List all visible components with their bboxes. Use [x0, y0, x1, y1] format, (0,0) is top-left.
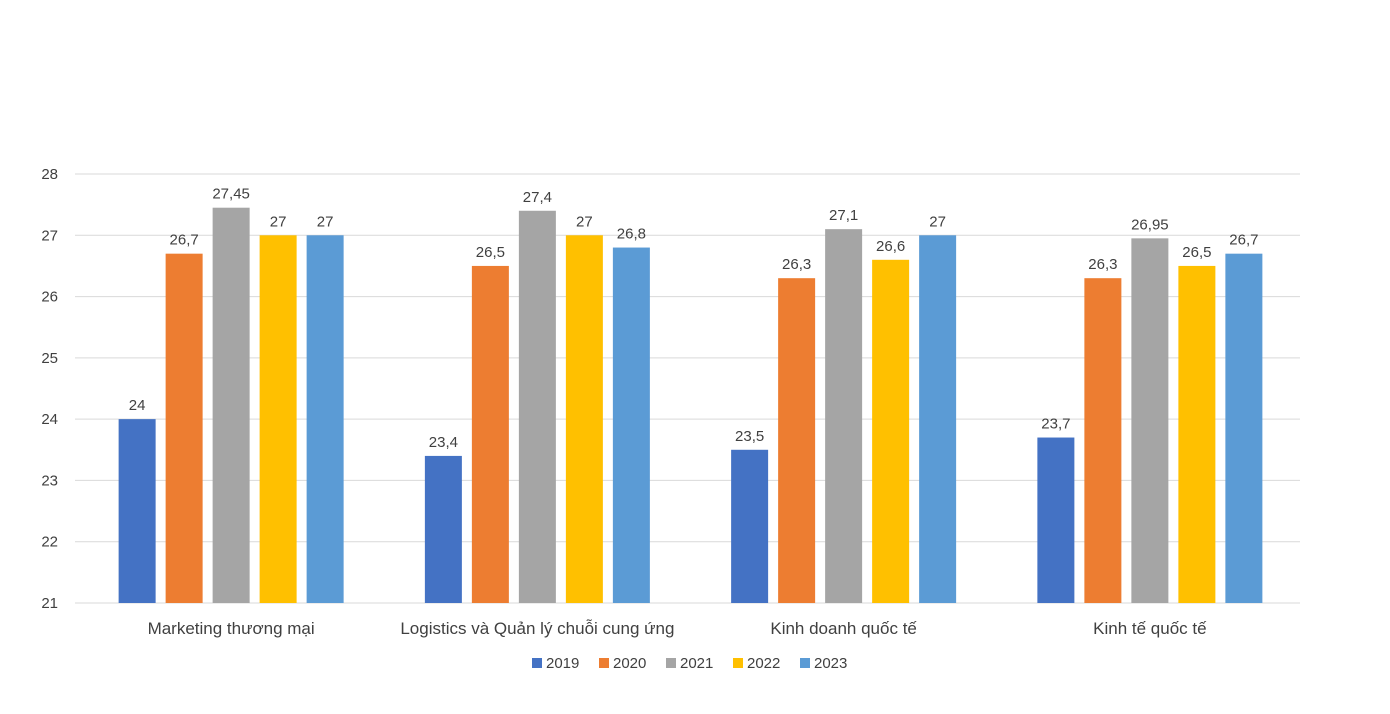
data-labels: 24 26,7 27,45 27 27 23,4 26,5 27,4 27 26,8 23,5 26,…: [129, 186, 1259, 451]
bar-2021: [212, 207, 250, 603]
bar-2020: [778, 278, 816, 603]
legend-item-2019: 2019: [532, 655, 579, 672]
legend-item-2023: 2023: [800, 655, 847, 672]
data-label: 26,3: [1088, 256, 1117, 273]
category-label: Kinh tế quốc tế: [1093, 619, 1207, 638]
legend-item-2020: 2020: [599, 655, 646, 672]
data-label: 23,4: [429, 434, 458, 451]
bar-2021: [1131, 238, 1169, 603]
data-label: 27: [317, 213, 334, 230]
data-label: 26,8: [617, 226, 646, 243]
bar-2023: [612, 247, 650, 604]
legend-swatch: [599, 658, 609, 668]
bar-2021: [518, 210, 556, 603]
y-tick-label: 21: [41, 595, 58, 612]
legend-label: 2022: [747, 655, 780, 672]
bar-2019: [424, 455, 462, 603]
bar-2019: [118, 419, 156, 603]
bar-2019: [731, 449, 769, 603]
y-tick-label: 24: [41, 411, 58, 428]
data-label: 27,45: [212, 186, 250, 203]
data-label: 23,5: [735, 428, 764, 445]
category-label: Logistics và Quản lý chuỗi cung ứng: [400, 619, 674, 638]
legend-label: 2019: [546, 655, 579, 672]
legend-item-2022: 2022: [733, 655, 780, 672]
data-label: 27: [270, 213, 287, 230]
data-label: 26,6: [876, 238, 905, 255]
category-label: Marketing thương mại: [148, 619, 315, 638]
bar-2023: [919, 235, 957, 604]
legend: 2019 2020 2021 2022 2023: [532, 655, 847, 672]
legend-label: 2020: [613, 655, 646, 672]
legend-swatch: [532, 658, 542, 668]
bar-2020: [471, 265, 509, 603]
legend-item-2021: 2021: [666, 655, 713, 672]
data-label: 26,3: [782, 256, 811, 273]
bar-2020: [1084, 278, 1122, 603]
bar-2023: [1225, 253, 1263, 603]
bar-2021: [825, 229, 863, 603]
bar-2023: [306, 235, 344, 604]
y-tick-label: 22: [41, 534, 58, 551]
data-label: 27: [576, 213, 593, 230]
y-tick-label: 25: [41, 350, 58, 367]
y-tick-label: 26: [41, 289, 58, 306]
legend-label: 2021: [680, 655, 713, 672]
y-tick-label: 23: [41, 472, 58, 489]
data-label: 26,5: [1182, 244, 1211, 261]
bar-2022: [1178, 265, 1216, 603]
bar-2019: [1037, 437, 1075, 603]
legend-label: 2023: [814, 655, 847, 672]
data-label: 26,7: [170, 232, 199, 249]
legend-swatch: [666, 658, 676, 668]
y-tick-label: 27: [41, 227, 58, 244]
bar-2020: [165, 253, 203, 603]
y-tick-label: 28: [41, 166, 58, 183]
data-label: 26,5: [476, 244, 505, 261]
x-axis-category-labels: Marketing thương mại Logistics và Quản lý…: [148, 619, 1208, 638]
bar-2022: [259, 235, 297, 604]
data-label: 27,4: [523, 189, 552, 206]
data-label: 24: [129, 397, 146, 414]
y-axis-tick-labels: 21 22 23 24 25 26 27 28: [41, 166, 58, 612]
legend-swatch: [800, 658, 810, 668]
bar-2022: [565, 235, 603, 604]
data-label: 27: [929, 213, 946, 230]
category-label: Kinh doanh quốc tế: [770, 619, 917, 638]
legend-swatch: [733, 658, 743, 668]
data-label: 26,7: [1229, 232, 1258, 249]
data-label: 27,1: [829, 207, 858, 224]
bars: [118, 207, 1263, 604]
bar-2022: [872, 259, 910, 603]
data-label: 23,7: [1041, 416, 1070, 433]
data-label: 26,95: [1131, 216, 1169, 233]
